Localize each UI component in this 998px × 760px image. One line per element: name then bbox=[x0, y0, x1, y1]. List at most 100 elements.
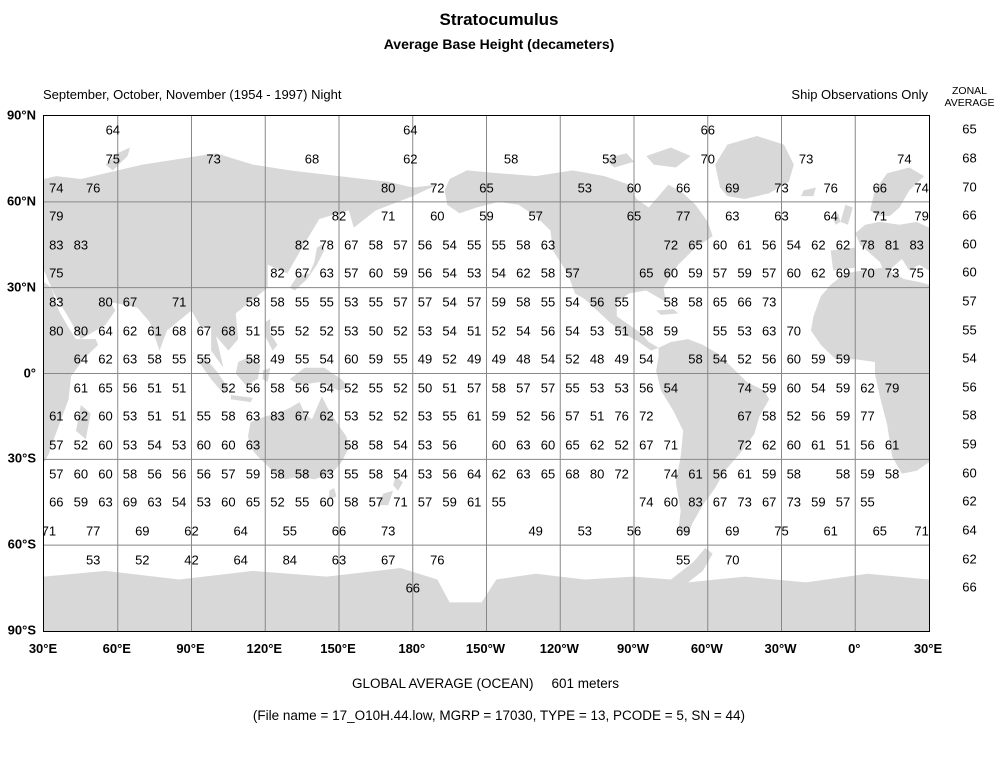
map-grid-value: 59 bbox=[491, 408, 507, 424]
map-grid-value: 56 bbox=[171, 466, 187, 482]
landmass-sulawesi bbox=[262, 367, 271, 383]
landmass-south-america bbox=[656, 339, 770, 534]
map-grid-value: 51 bbox=[245, 323, 261, 339]
map-grid-value: 55 bbox=[565, 380, 580, 396]
lat-tick-label: 90°S bbox=[7, 622, 36, 638]
landmass-sumatra bbox=[198, 356, 229, 394]
map-grid-value: 59 bbox=[442, 494, 457, 510]
landmass-scandinavia bbox=[870, 167, 925, 217]
map-grid-value: 80 bbox=[73, 323, 89, 339]
map-grid-value: 55 bbox=[171, 351, 187, 367]
map-grid-value: 53 bbox=[466, 265, 482, 281]
map-grid-value: 59 bbox=[761, 466, 777, 482]
map-grid-value: 63 bbox=[516, 466, 531, 482]
map-grid-value: 57 bbox=[528, 208, 543, 224]
map-grid-value: 54 bbox=[442, 237, 457, 253]
map-grid-value: 59 bbox=[663, 323, 679, 339]
map-grid-value: 53 bbox=[171, 437, 187, 453]
map-grid-value: 56 bbox=[245, 380, 261, 396]
map-grid-value: 83 bbox=[688, 494, 703, 510]
landmass-borneo bbox=[235, 356, 261, 385]
lon-tick-label: 90°W bbox=[617, 641, 649, 656]
map-grid-value: 60 bbox=[712, 237, 728, 253]
map-grid-value: 69 bbox=[675, 523, 691, 539]
map-grid-value: 61 bbox=[49, 408, 64, 424]
map-grid-value: 71 bbox=[914, 523, 929, 539]
map-grid-value: 54 bbox=[786, 237, 802, 253]
page-title: Stratocumulus bbox=[439, 10, 559, 29]
map-grid-value: 73 bbox=[884, 265, 900, 281]
map-grid-value: 62 bbox=[122, 323, 138, 339]
map-grid-value: 60 bbox=[221, 437, 236, 453]
lat-tick-label: 30°S bbox=[7, 450, 36, 466]
map-grid-value: 69 bbox=[135, 523, 150, 539]
map-grid-value: 63 bbox=[331, 552, 347, 567]
map-grid-value: 59 bbox=[811, 351, 826, 367]
map-grid-value: 53 bbox=[577, 180, 593, 195]
map-grid-value: 57 bbox=[221, 466, 236, 482]
map-grid-value: 59 bbox=[835, 351, 851, 367]
map-grid-value: 56 bbox=[196, 466, 212, 482]
map-grid-value: 55 bbox=[294, 294, 310, 310]
map-grid-value: 58 bbox=[761, 408, 777, 424]
map-grid-value: 65 bbox=[688, 237, 703, 253]
map-grid-value: 57 bbox=[49, 466, 64, 482]
map-grid-value: 73 bbox=[206, 151, 221, 167]
map-grid-value: 62 bbox=[319, 408, 334, 424]
zonal-average-value: 57 bbox=[962, 293, 977, 309]
map-grid-value: 60 bbox=[663, 494, 679, 510]
map-grid-value: 62 bbox=[73, 408, 89, 424]
map-grid-value: 57 bbox=[761, 265, 777, 281]
map-grid-value: 68 bbox=[221, 323, 236, 339]
map-grid-value: 65 bbox=[479, 180, 494, 195]
zonal-average-value: 68 bbox=[962, 150, 977, 166]
map-grid-value: 61 bbox=[466, 494, 482, 510]
map-grid-value: 83 bbox=[270, 408, 285, 424]
map-grid-value: 58 bbox=[516, 237, 531, 253]
map-grid-value: 59 bbox=[368, 351, 384, 367]
map-grid-value: 61 bbox=[737, 237, 752, 253]
map-grid-value: 52 bbox=[319, 323, 334, 339]
map-grid-value: 72 bbox=[737, 437, 752, 453]
map-grid-value: 67 bbox=[712, 494, 728, 510]
map-grid-value: 58 bbox=[245, 351, 261, 367]
lon-tick-label: 60°E bbox=[102, 641, 131, 656]
map-grid-value: 54 bbox=[540, 351, 556, 367]
map-grid-value: 59 bbox=[835, 408, 851, 424]
map-grid-value: 75 bbox=[49, 265, 64, 281]
map-grid-value: 58 bbox=[491, 380, 507, 396]
map-grid-value: 52 bbox=[491, 323, 507, 339]
map-grid-value: 74 bbox=[663, 466, 679, 482]
map-grid-value: 54 bbox=[516, 323, 531, 339]
map-grid-value: 54 bbox=[319, 380, 334, 396]
map-grid-value: 56 bbox=[294, 380, 310, 396]
map-grid-value: 57 bbox=[466, 380, 482, 396]
map-grid-value: 58 bbox=[368, 437, 384, 453]
map-grid-value: 67 bbox=[294, 408, 310, 424]
map-grid-value: 83 bbox=[49, 237, 64, 253]
map-grid-value: 64 bbox=[98, 323, 113, 339]
lon-tick-label: 30°W bbox=[764, 641, 797, 656]
map-grid-value: 68 bbox=[304, 151, 320, 167]
map-grid-value: 58 bbox=[344, 437, 359, 453]
map-grid-value: 62 bbox=[811, 237, 826, 253]
map-grid-value: 58 bbox=[835, 466, 851, 482]
map-grid-value: 63 bbox=[147, 494, 162, 510]
zonal-average-value: 70 bbox=[962, 179, 977, 194]
grid-lines bbox=[44, 116, 929, 631]
lon-tick-label: 150°E bbox=[320, 641, 356, 656]
landmass-north-america bbox=[444, 170, 713, 351]
map-grid-value: 65 bbox=[98, 380, 113, 396]
map-grid-value: 60 bbox=[491, 437, 507, 453]
map-grid-value: 56 bbox=[639, 380, 654, 396]
map-grid-value: 54 bbox=[811, 380, 826, 396]
map-grid-value: 59 bbox=[737, 265, 752, 281]
map-grid-value: 71 bbox=[393, 494, 408, 510]
map-grid-value: 66 bbox=[331, 523, 347, 539]
map-grid-value: 59 bbox=[479, 208, 494, 224]
map-grid-value: 62 bbox=[761, 437, 777, 453]
map-grid-value: 63 bbox=[319, 265, 334, 281]
map-grid-value: 57 bbox=[49, 437, 64, 453]
map-grid-value: 54 bbox=[171, 494, 187, 510]
